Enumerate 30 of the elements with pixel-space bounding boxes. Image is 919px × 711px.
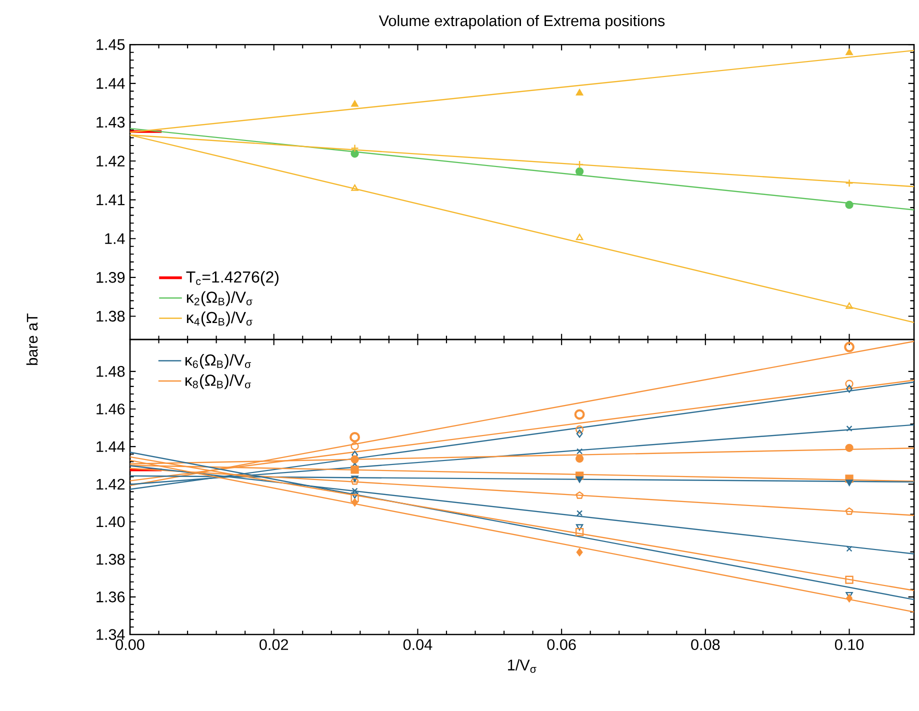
y-tick-label: 1.46: [96, 404, 125, 414]
x-tick-label: 0.00: [116, 639, 144, 650]
y-tick-label: 1.34: [96, 629, 125, 640]
x-tick-label: 0.08: [691, 639, 720, 650]
y-tick-label: 1.39: [96, 272, 125, 283]
y-tick-label: 1.38: [96, 310, 125, 322]
y-axis-title: bare aT: [26, 313, 38, 365]
legend-label: κ$_{8}$(Ω$_{B}$)/V$_{σ}$: [186, 374, 251, 390]
y-tick-label: 1.4: [105, 233, 125, 244]
y-tick-label: 1.43: [96, 116, 125, 128]
y-tick-label: 1.42: [96, 156, 125, 166]
y-tick-label: 1.41: [96, 194, 125, 206]
y-tick-label: 1.36: [96, 591, 125, 602]
legend-label: κ$_{2}$(Ω$_{B}$)/V$_{σ}$: [186, 291, 252, 306]
x-tick-label: 0.04: [403, 639, 432, 650]
y-tick-label: 1.40: [96, 516, 125, 528]
chart-title: Volume extrapolation of Extrema positions: [378, 14, 665, 30]
x-tick-label: 0.02: [260, 639, 288, 650]
x-tick-label: 0.06: [547, 639, 576, 650]
y-tick-label: 1.44: [96, 78, 125, 89]
y-tick-label: 1.45: [96, 39, 125, 50]
y-tick-label: 1.48: [96, 366, 125, 377]
legend-label: κ$_{4}$(Ω$_{B}$)/V$_{σ}$: [186, 311, 252, 326]
legend-label: κ$_{6}$(Ω$_{B}$)/V$_{σ}$: [186, 354, 251, 369]
y-tick-label: 1.42: [96, 478, 125, 490]
legend-label: T$_{c}$=1.4276(2): [186, 270, 278, 286]
x-axis-title: 1/V$_{σ}$: [508, 659, 536, 673]
y-tick-label: 1.44: [96, 441, 125, 452]
x-tick-label: 0.10: [834, 639, 864, 650]
y-tick-label: 1.38: [96, 554, 125, 565]
